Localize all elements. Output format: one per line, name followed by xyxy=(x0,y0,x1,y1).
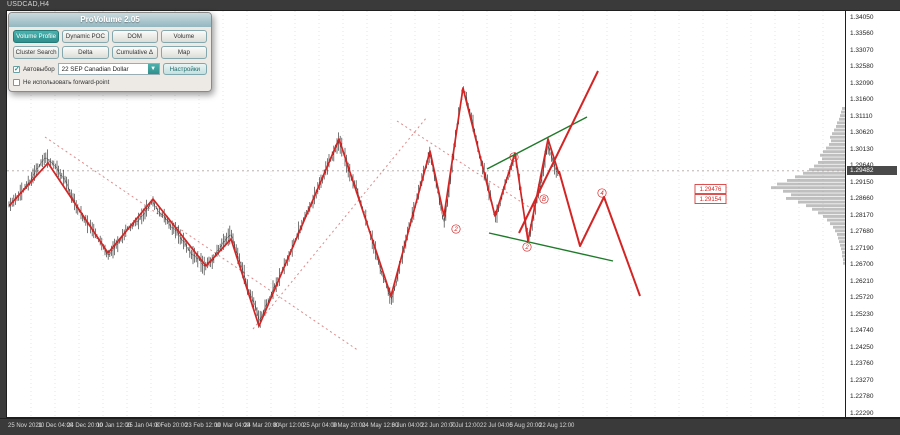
autoselect-checkbox[interactable] xyxy=(13,65,20,73)
svg-text:2: 2 xyxy=(524,245,529,251)
price-tick: 1.27190 xyxy=(850,244,874,252)
panel-controls-row: Автовыбор 22 SEP Canadian Dollar ▼ Настр… xyxy=(9,59,211,75)
forward-point-checkbox[interactable] xyxy=(13,79,20,86)
level-labels[interactable]: 1.29476 1.29154 xyxy=(694,184,727,204)
time-label: 25 Jan 04:00 xyxy=(126,423,161,429)
time-axis-labels: 25 Nov 2021 10 Dec 04:00 24 Dec 20:00 10 Ja… xyxy=(6,419,846,435)
panel-buttons-row2: Cluster Search Delta Cumulative Δ Map xyxy=(9,43,211,59)
chart-canvas: b 2 B 2 4 1.29476 1.29154 xyxy=(7,11,845,417)
price-tick: 1.28660 xyxy=(850,195,874,202)
time-label: 25 Nov 2021 xyxy=(8,423,43,429)
time-axis[interactable]: 25 Nov 2021 10 Dec 04:00 24 Dec 20:00 10 Ja… xyxy=(0,418,900,435)
panel-buttons-row1: Volume Profile Dynamic POC DOM Volume xyxy=(9,27,211,43)
price-tick: 1.29640 xyxy=(850,162,874,169)
time-label: 25 Apr 04:00 xyxy=(303,423,338,429)
panel-button-map[interactable]: Map xyxy=(160,46,207,59)
panel-button-cumulative-[interactable]: Cumulative Δ xyxy=(111,46,158,59)
time-label: 24 May 12:00 xyxy=(362,423,399,429)
svg-text:2: 2 xyxy=(453,227,458,233)
instrument-select-value: 22 SEP Canadian Dollar xyxy=(61,65,129,73)
price-tick: 1.22290 xyxy=(850,409,874,417)
price-tick: 1.32090 xyxy=(850,79,874,87)
price-tick: 1.32580 xyxy=(850,63,874,70)
price-tick: 1.28170 xyxy=(850,211,874,219)
price-tick: 1.30130 xyxy=(850,145,874,153)
current-price-badge: 1.29482 xyxy=(847,165,897,175)
price-tick: 1.27680 xyxy=(850,228,874,235)
price-tick: 1.31110 xyxy=(850,112,873,120)
forecast-line-up[interactable] xyxy=(518,70,599,234)
time-label: 8 Feb 20:00 xyxy=(155,423,188,429)
time-label: 22 Jul 04:00 xyxy=(480,423,513,429)
time-label: 23 Feb 12:00 xyxy=(185,423,221,429)
volume-profile xyxy=(771,107,845,265)
chevron-down-icon[interactable]: ▼ xyxy=(147,64,159,74)
svg-text:1.29476: 1.29476 xyxy=(700,187,722,193)
time-label: 7 Jul 12:00 xyxy=(450,423,480,429)
panel-button-dom[interactable]: DOM xyxy=(111,30,158,43)
instrument-select[interactable]: 22 SEP Canadian Dollar ▼ xyxy=(57,63,160,75)
price-tick: 1.34050 xyxy=(850,13,874,21)
time-label: 22 Aug 12:00 xyxy=(539,423,575,429)
panel-forward-row: Не использовать forward-point xyxy=(9,75,211,86)
provolume-panel[interactable]: ProVolume 2.05 Volume Profile Dynamic POC… xyxy=(8,12,212,92)
forward-point-label: Не использовать forward-point xyxy=(23,79,110,86)
price-tick: 1.25720 xyxy=(850,294,874,301)
time-label: 24 Dec 20:00 xyxy=(67,423,103,429)
panel-button-delta[interactable]: Delta xyxy=(62,46,109,59)
time-label: 22 Jun 20:00 xyxy=(421,423,456,429)
time-label: 10 Mar 04:00 xyxy=(214,423,250,429)
price-tick: 1.26700 xyxy=(850,261,874,268)
time-label: 10 Dec 04:00 xyxy=(37,423,74,429)
settings-button[interactable]: Настройки xyxy=(162,63,207,75)
panel-title: ProVolume 2.05 xyxy=(9,13,211,27)
svg-text:B: B xyxy=(542,197,546,203)
price-tick: 1.33560 xyxy=(850,30,874,37)
time-label: 8 Jun 04:00 xyxy=(391,423,423,429)
price-tick: 1.26210 xyxy=(850,277,874,285)
price-tick: 1.30620 xyxy=(850,129,874,136)
svg-text:4: 4 xyxy=(600,191,604,197)
price-tick: 1.22780 xyxy=(850,393,874,400)
time-label: 10 Jan 12:00 xyxy=(96,423,132,429)
panel-button-volume[interactable]: Volume xyxy=(160,30,207,43)
svg-text:b: b xyxy=(512,155,516,161)
time-label: 5 Aug 20:00 xyxy=(509,423,542,429)
dotted-trendlines[interactable] xyxy=(44,116,530,352)
panel-button-volume-profile[interactable]: Volume Profile xyxy=(13,30,60,43)
autoselect-label: Автовыбор xyxy=(23,65,55,73)
price-tick: 1.33070 xyxy=(850,46,874,54)
time-label: 24 Mar 20:00 xyxy=(244,423,280,429)
panel-button-dynamic-poc[interactable]: Dynamic POC xyxy=(62,30,109,43)
green-trendlines[interactable] xyxy=(486,116,614,262)
svg-text:1.29154: 1.29154 xyxy=(700,197,722,203)
panel-button-cluster-search[interactable]: Cluster Search xyxy=(13,46,60,59)
time-label: 9 May 20:00 xyxy=(332,423,366,429)
price-tick: 1.23760 xyxy=(850,360,874,367)
price-tick: 1.23270 xyxy=(850,376,874,384)
candles-series xyxy=(8,86,559,328)
zigzag-trendline[interactable] xyxy=(8,87,560,327)
price-tick: 1.24740 xyxy=(850,327,874,334)
price-tick: 1.29150 xyxy=(850,178,874,186)
price-tick: 1.24250 xyxy=(850,343,874,351)
price-tick: 1.31600 xyxy=(850,96,874,103)
forecast-path-down[interactable] xyxy=(558,170,641,297)
time-label: 8 Apr 12:00 xyxy=(273,423,305,429)
wave-markers: b 2 B 2 4 xyxy=(451,152,607,252)
price-tick: 1.25230 xyxy=(850,310,874,318)
price-axis[interactable]: 1.29482 1.34050 1.33560 1.33070 1.32580 1.32… xyxy=(846,10,900,418)
chart-symbol-title: USDCAD,H4 xyxy=(7,1,50,8)
